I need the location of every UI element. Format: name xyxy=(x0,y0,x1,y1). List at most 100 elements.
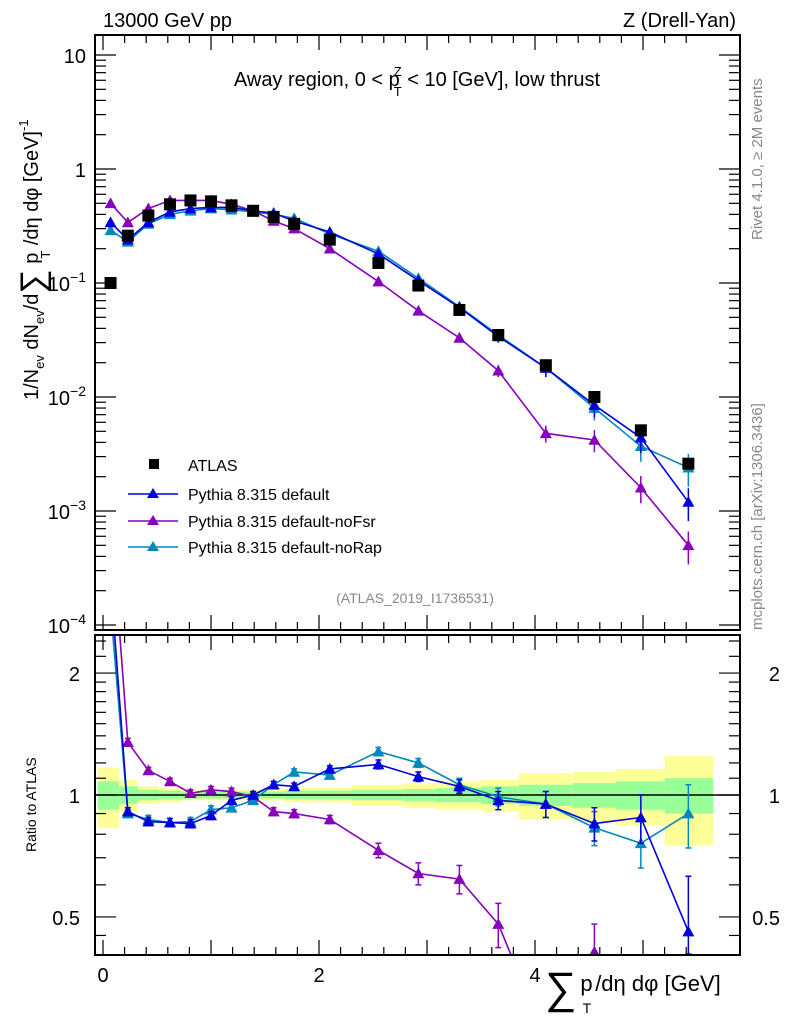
ratio-data-point xyxy=(323,813,336,825)
series-atlas xyxy=(104,194,695,470)
ratio-data-point xyxy=(288,780,301,792)
ratio-data-point xyxy=(412,756,425,768)
ratio-data-point xyxy=(288,765,301,777)
data-point xyxy=(104,224,117,236)
ratio-y-axis-label: Ratio to ATLAS xyxy=(23,757,39,852)
data-point xyxy=(323,242,336,254)
data-point xyxy=(163,205,176,217)
ratio-series-clip xyxy=(112,636,695,869)
ratio-data-point xyxy=(634,811,647,823)
ratio-data-point xyxy=(267,805,280,817)
series-line xyxy=(110,207,689,469)
ratio-series-clip xyxy=(113,636,695,954)
atlas-data-point xyxy=(121,229,134,242)
ratio-data-point xyxy=(163,816,176,828)
atlas-data-point xyxy=(323,233,336,246)
ratio-data-point xyxy=(323,762,336,774)
ratio-data-point xyxy=(589,945,599,954)
ratio-data-point xyxy=(267,778,280,790)
atlas-data-point xyxy=(682,457,695,470)
atlas-data-point xyxy=(184,194,197,207)
ratio-y-tick-label-right: 1 xyxy=(769,786,780,808)
axes-group: 0 2 4 10 1 10−1 10−2 10−3 10−4 0.5 0.5 1 1 2 2 xyxy=(48,36,780,987)
data-point xyxy=(588,399,601,410)
atlas-data-point xyxy=(634,424,647,437)
series-pythia-8-315-default-nofsr xyxy=(104,194,695,565)
y-tick-label: 10−1 xyxy=(48,269,86,296)
ratio-data-point xyxy=(205,783,217,795)
data-point xyxy=(492,364,505,376)
data-point xyxy=(142,216,155,228)
y-tick-label: 10−2 xyxy=(48,383,86,410)
ratio-data-point xyxy=(121,736,134,748)
legend-label-nofsr: Pythia 8.315 default-noFsr xyxy=(188,514,376,531)
x-tick-label: 0 xyxy=(97,965,108,987)
ratio-plot-frame xyxy=(94,634,741,956)
atlas-data-point xyxy=(163,198,176,211)
atlas-data-point xyxy=(247,204,260,217)
ratio-data-point xyxy=(412,770,425,782)
ratio-y-tick-label-left: 1 xyxy=(69,786,80,808)
data-point xyxy=(634,431,647,443)
title-left: 13000 GeV pp xyxy=(103,10,232,32)
ratio-series-line xyxy=(119,636,598,954)
x-tick-label: 2 xyxy=(313,965,324,987)
ratio-data-point xyxy=(247,789,260,800)
ratio-data-point xyxy=(225,801,238,813)
data-point xyxy=(372,247,385,259)
ratio-data-point xyxy=(288,807,301,819)
ratio-data-point xyxy=(492,794,505,806)
data-point xyxy=(588,433,601,445)
ratio-data-point xyxy=(453,873,466,884)
ratio-y-tick-label-right: 0.5 xyxy=(752,908,780,930)
x-axis-label: ∑ p T/dη dφ [GeV] xyxy=(545,964,721,1016)
atlas-data-point xyxy=(142,209,155,222)
legend-label-atlas: ATLAS xyxy=(188,458,238,475)
atlas-data-point xyxy=(288,217,301,230)
ratio-series-line xyxy=(113,636,690,932)
ratio-data-point xyxy=(142,764,155,776)
legend-marker-atlas xyxy=(149,459,159,469)
y-tick-label: 10−3 xyxy=(48,497,86,524)
data-point xyxy=(682,495,695,507)
ratio-data-point xyxy=(588,817,601,829)
y-tick-label: 10−4 xyxy=(48,611,86,638)
data-point xyxy=(682,539,695,551)
atlas-data-point xyxy=(205,195,217,208)
ratio-data-point xyxy=(205,809,217,821)
main-plot-frame xyxy=(94,34,741,631)
ratio-data-point xyxy=(225,794,238,806)
ratio-data-point xyxy=(492,918,505,929)
annotation: Away region, 0 < pZ T < 10 [GeV], low thr… xyxy=(234,64,601,99)
data-point xyxy=(121,216,134,228)
data-point xyxy=(634,481,647,493)
ratio-y-tick-label-left: 0.5 xyxy=(52,908,80,930)
data-point xyxy=(372,275,385,287)
atlas-data-point xyxy=(267,210,280,223)
data-point xyxy=(453,331,466,343)
legend-marker-norap xyxy=(147,541,159,551)
main-y-axis-label: 1/Nev dNev/d∑ pT /dη dφ [GeV]-1 xyxy=(14,119,53,400)
ratio-data-point xyxy=(372,844,385,856)
ratio-series-pythia-8-315-default-norap xyxy=(112,636,695,869)
ratio-data-point xyxy=(372,758,385,770)
legend-marker-nofsr xyxy=(147,515,159,525)
ratio-data-point xyxy=(225,785,238,797)
legend-label-default: Pythia 8.315 default xyxy=(188,487,330,504)
atlas-data-point xyxy=(539,359,552,372)
ratio-series-pythia-8-315-default-nofsr xyxy=(119,636,599,954)
rivet-version-label: Rivet 4.1.0, ≥ 2M events xyxy=(749,78,766,240)
ratio-series-clip xyxy=(119,636,599,954)
ratio-y-tick-label-left: 2 xyxy=(69,664,80,686)
ratio-data-point xyxy=(453,780,466,792)
atlas-data-point xyxy=(225,199,238,212)
ratio-series-pythia-8-315-default xyxy=(113,636,695,954)
ratio-data-point xyxy=(184,787,197,799)
atlas-data-point xyxy=(588,391,601,403)
ratio-data-point xyxy=(372,745,385,757)
ratio-uncertainty-bands xyxy=(97,755,714,846)
y-tick-label: 10 xyxy=(64,46,86,68)
ratio-data-point xyxy=(412,867,425,879)
data-point xyxy=(104,197,117,209)
ratio-y-tick-label-right: 2 xyxy=(769,664,780,686)
